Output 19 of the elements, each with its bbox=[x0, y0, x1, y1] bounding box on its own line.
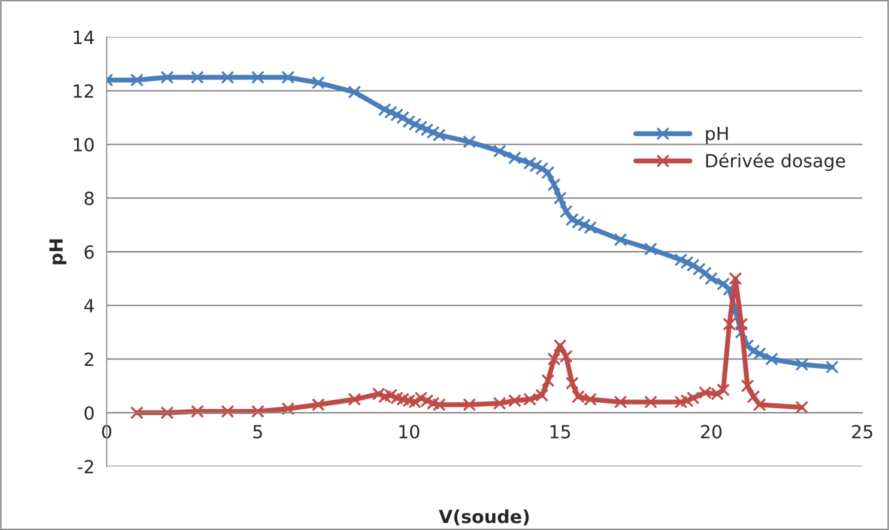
y-tick-label: 6 bbox=[84, 245, 94, 259]
y-tick-label: 8 bbox=[84, 192, 94, 206]
y-tick-label: 10 bbox=[74, 138, 94, 152]
y-tick-label: -2 bbox=[78, 460, 94, 474]
x-tick-label: 25 bbox=[852, 424, 872, 439]
legend-label: Dérivée dosage bbox=[706, 152, 846, 172]
y-tick-label: 4 bbox=[84, 299, 94, 312]
y-tick-label: 14 bbox=[74, 30, 94, 44]
x-tick-label: 0 bbox=[102, 424, 112, 439]
x-tick-label: 5 bbox=[253, 425, 262, 439]
y-axis-title: pH bbox=[49, 239, 66, 264]
legend-label: pH bbox=[706, 126, 728, 144]
x-axis-title: V(soude) bbox=[438, 509, 529, 526]
x-tick-label: 10 bbox=[399, 424, 420, 439]
y-tick-label: 12 bbox=[74, 84, 94, 98]
x-tick-label: 20 bbox=[701, 424, 722, 439]
y-tick-label: 2 bbox=[84, 352, 94, 366]
x-tick-label: 15 bbox=[550, 425, 570, 439]
y-tick-label: 0 bbox=[84, 406, 94, 420]
